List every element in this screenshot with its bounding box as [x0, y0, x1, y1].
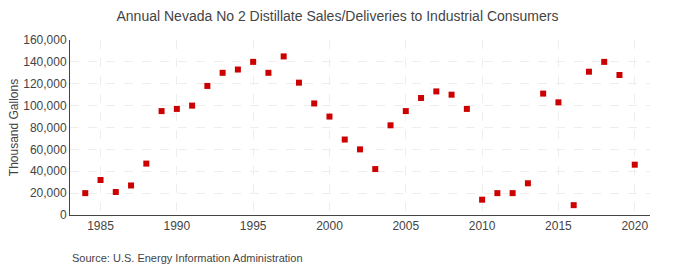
- svg-text:20,000: 20,000: [30, 186, 67, 200]
- svg-text:160,000: 160,000: [23, 33, 67, 47]
- svg-text:Source: U.S. Energy Informatio: Source: U.S. Energy Information Administ…: [72, 252, 303, 264]
- svg-text:1985: 1985: [87, 219, 114, 233]
- svg-text:1990: 1990: [163, 219, 190, 233]
- svg-text:100,000: 100,000: [23, 99, 67, 113]
- svg-text:Thousand Gallons: Thousand Gallons: [7, 79, 21, 176]
- svg-text:140,000: 140,000: [23, 55, 67, 69]
- svg-text:60,000: 60,000: [30, 143, 67, 157]
- svg-text:Annual Nevada No 2 Distillate: Annual Nevada No 2 Distillate Sales/Deli…: [117, 8, 559, 24]
- svg-text:40,000: 40,000: [30, 164, 67, 178]
- svg-text:0: 0: [60, 208, 67, 222]
- svg-text:1995: 1995: [240, 219, 267, 233]
- svg-text:2020: 2020: [621, 219, 648, 233]
- svg-text:2000: 2000: [316, 219, 343, 233]
- svg-text:80,000: 80,000: [30, 121, 67, 135]
- svg-text:2010: 2010: [469, 219, 496, 233]
- svg-text:2005: 2005: [392, 219, 419, 233]
- svg-text:2015: 2015: [545, 219, 572, 233]
- svg-text:120,000: 120,000: [23, 77, 67, 91]
